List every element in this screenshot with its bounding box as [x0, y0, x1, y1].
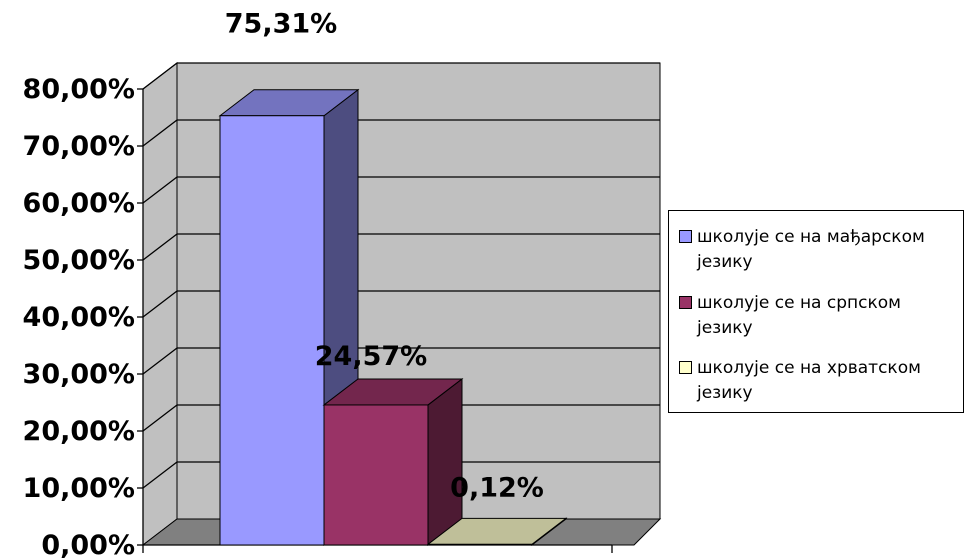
- bar-side: [427, 377, 463, 547]
- gridline: [142, 290, 660, 318]
- y-tick-label: 50,00%: [23, 245, 135, 276]
- gridline: [142, 233, 660, 261]
- legend: школује се на мађарском језику школује с…: [668, 210, 964, 413]
- legend-label-hungarian: школује се на мађарском језику: [697, 227, 925, 272]
- legend-label-serbian: школује се на српском језику: [697, 293, 901, 338]
- gridline: [142, 461, 660, 489]
- legend-swatch-serbian: [679, 296, 692, 309]
- legend-swatch-hungarian: [679, 230, 692, 243]
- bar-front: [427, 543, 533, 546]
- y-tick-labels: 0,00% 10,00% 20,00% 30,00% 40,00% 50,00% 60,00…: [23, 74, 135, 558]
- y-tick-label: 20,00%: [23, 416, 135, 447]
- y-tick-label: 60,00%: [23, 188, 135, 219]
- bar-2: [426, 517, 568, 547]
- y-tick-label: 70,00%: [23, 131, 135, 162]
- data-label-2: 0,12%: [450, 472, 544, 503]
- gridline: [142, 404, 660, 432]
- gridline: [142, 62, 660, 90]
- gridline: [142, 347, 660, 375]
- y-tick-label: 10,00%: [23, 473, 135, 504]
- bar-front: [219, 115, 325, 546]
- gridline: [142, 176, 660, 204]
- bar-1: [322, 377, 464, 547]
- legend-label-croatian: школује се на хрватском језику: [697, 358, 921, 403]
- y-tick-label: 30,00%: [23, 359, 135, 390]
- y-tick-label: 0,00%: [41, 530, 135, 558]
- data-labels: 75,31% 24,57% 0,12%: [225, 9, 544, 504]
- bar-front: [323, 404, 429, 546]
- legend-swatch-croatian: [679, 361, 692, 374]
- gridline: [142, 119, 660, 147]
- data-label-0: 75,31%: [225, 9, 337, 40]
- data-label-1: 24,57%: [315, 341, 427, 372]
- y-tick-label: 40,00%: [23, 302, 135, 333]
- y-tick-label: 80,00%: [23, 74, 135, 105]
- bars: [218, 88, 568, 547]
- gridlines: [142, 62, 660, 489]
